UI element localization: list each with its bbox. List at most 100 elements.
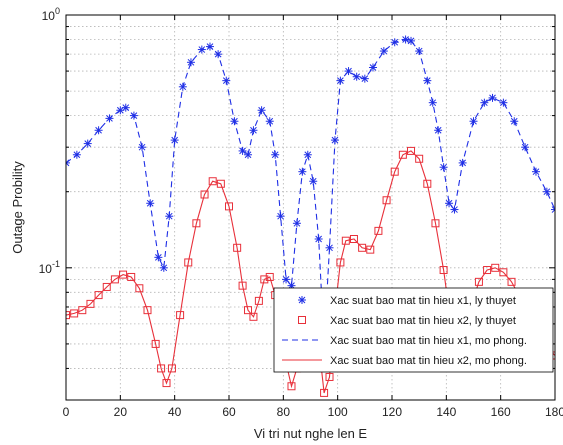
data-point [483,266,492,275]
x-tick-label: 80 [277,405,291,419]
square-marker [216,179,225,188]
square-marker [151,339,160,348]
star-marker-stroke [326,244,333,252]
data-point [70,309,79,318]
square-marker [398,150,407,159]
square-marker [358,243,367,252]
data-point [390,38,399,47]
data-point [358,243,367,252]
star-marker-stroke [146,199,154,207]
star-marker-stroke [337,77,344,84]
star-marker-stroke [369,64,377,71]
square-marker [254,296,263,305]
star-marker-stroke [298,296,306,304]
data-point [521,143,530,152]
tick-labels: 0 20 40 60 80 100 120 140 160 180 100 10-1 [39,6,563,419]
square-marker [423,179,432,188]
star-marker-stroke [434,126,442,134]
star-marker-stroke [451,206,458,213]
legend-label: Xac suat bao mat tin hieu x1, mo phong. [330,335,527,347]
data-point [366,245,375,254]
data-point [531,167,540,176]
square-marker [66,311,70,320]
x-tick-label: 40 [168,405,182,419]
square-marker [287,382,296,391]
data-point [431,219,440,228]
star-marker-stroke [407,37,415,45]
star-marker-stroke [532,168,540,176]
star-marker-stroke [277,212,284,220]
star-marker-stroke [138,143,146,151]
data-point [94,291,103,300]
square-marker [507,277,516,286]
data-point [214,50,223,59]
data-point [265,272,274,281]
star-marker-stroke [206,43,214,50]
star-marker-stroke [187,58,195,66]
legend-entry: Xac suat bao mat tin hieu x2, mo phong. [282,355,527,367]
legend-entry: Xac suat bao mat tin hieu x1, mo phong. [282,335,527,347]
x-tick-label: 100 [328,405,348,419]
legend-label: Xac suat bao mat tin hieu x2, mo phong. [330,355,527,367]
legend: Xac suat bao mat tin hieu x1, ly thuyet X… [273,287,554,373]
square-marker [390,167,399,176]
square-marker [415,154,424,163]
star-marker-stroke [543,188,551,196]
data-point [551,205,555,214]
data-point [407,146,416,155]
data-point [244,150,253,159]
data-point [186,58,195,67]
data-point [192,219,201,228]
square-marker [162,379,171,388]
star-marker-stroke [155,253,162,261]
square-marker [382,196,391,205]
square-marker [176,311,185,320]
data-point [360,74,369,83]
data-point [488,93,497,102]
data-point [499,98,508,107]
star-marker-stroke [84,140,92,147]
data-point [249,312,258,321]
data-point [415,47,424,56]
data-point [146,199,155,208]
data-point [469,117,478,126]
data-point [151,339,160,348]
data-point [127,272,136,281]
data-point [200,190,209,199]
y-tick-label: 10-1 [39,259,60,276]
data-point [336,258,345,267]
x-tick-label: 20 [114,405,128,419]
square-marker [110,275,119,284]
data-point [325,243,334,252]
star-marker-stroke [315,235,323,243]
legend-box [273,287,554,373]
data-point [72,150,81,159]
square-marker [474,277,483,286]
axis-ticks [65,14,556,401]
star-marker-stroke [222,77,230,84]
legend-label: Xac suat bao mat tin hieu x1, ly thuyet [330,295,516,307]
data-point [330,136,339,145]
x-tick-label: 60 [222,405,236,419]
star-marker-stroke [282,276,290,283]
data-point [423,179,432,188]
data-point [415,154,424,163]
star-marker-stroke [445,199,453,207]
square-marker [499,268,508,277]
data-point [121,103,130,112]
star-marker-stroke [214,50,222,58]
x-tick-label: 160 [491,405,511,419]
data-point [480,98,489,107]
data-point [542,187,551,196]
star-marker-stroke [500,99,507,107]
data-point [320,388,329,397]
data-point [336,76,345,85]
square-marker [238,281,247,290]
data-point [298,167,307,176]
star-marker-stroke [440,163,447,171]
data-point [257,106,266,115]
data-point [265,117,274,126]
star-marker-stroke [130,112,138,119]
square-marker [298,316,306,324]
